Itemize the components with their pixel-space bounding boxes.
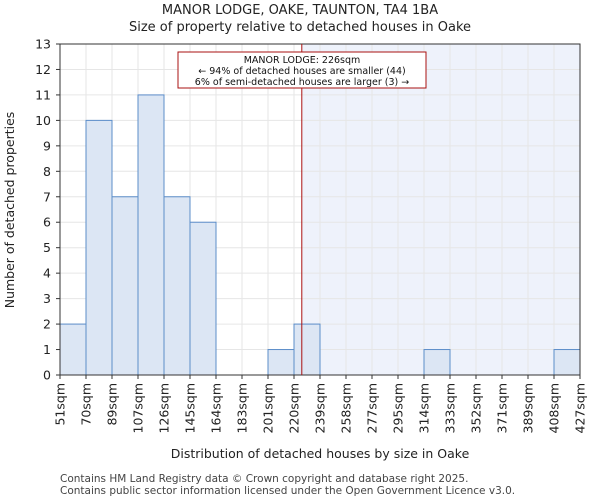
x-tick-label: 145sqm	[183, 383, 198, 433]
x-tick-label: 314sqm	[417, 383, 432, 433]
y-tick-label: 4	[43, 266, 51, 281]
x-tick-label: 352sqm	[469, 383, 484, 433]
chart-title: MANOR LODGE, OAKE, TAUNTON, TA4 1BA	[161, 3, 439, 18]
x-tick-label: 277sqm	[365, 383, 380, 433]
annotation-line: MANOR LODGE: 226sqm	[244, 55, 361, 66]
y-tick-label: 5	[43, 240, 51, 255]
x-tick-label: 126sqm	[157, 383, 172, 433]
histogram-bar	[189, 221, 217, 376]
y-tick-label: 3	[43, 291, 51, 306]
y-tick-label: 8	[43, 164, 51, 179]
histogram-bar	[163, 196, 191, 376]
histogram-bar	[85, 119, 113, 376]
x-tick-label: 239sqm	[313, 383, 328, 433]
y-tick-label: 1	[43, 342, 51, 357]
x-tick-label: 389sqm	[521, 383, 536, 433]
x-tick-label: 408sqm	[547, 383, 562, 433]
x-tick-label: 220sqm	[287, 383, 302, 433]
y-tick-label: 7	[43, 189, 51, 204]
x-tick-label: 89sqm	[105, 383, 120, 426]
larger-region-highlight	[301, 44, 580, 375]
x-tick-label: 371sqm	[495, 383, 510, 433]
x-tick-label: 258sqm	[339, 383, 354, 433]
footer-licence: Contains public sector information licen…	[60, 485, 516, 497]
y-tick-label: 0	[43, 368, 51, 383]
annotation-line: 6% of semi-detached houses are larger (3…	[195, 77, 409, 88]
y-tick-label: 13	[35, 37, 51, 52]
annotation-box	[177, 51, 427, 89]
x-tick-label: 164sqm	[209, 383, 224, 433]
x-tick-label: 333sqm	[443, 383, 458, 433]
x-tick-label: 183sqm	[235, 383, 250, 433]
histogram-bar	[111, 196, 139, 376]
x-tick-label: 70sqm	[79, 383, 94, 426]
x-axis-label: Distribution of detached houses by size …	[171, 446, 470, 461]
x-tick-label: 295sqm	[391, 383, 406, 433]
y-tick-label: 11	[35, 87, 51, 102]
annotation-line: ← 94% of detached houses are smaller (44…	[198, 66, 405, 77]
histogram-bar	[553, 349, 581, 376]
x-tick-label: 201sqm	[261, 383, 276, 433]
y-tick-label: 9	[43, 138, 51, 153]
x-tick-label: 107sqm	[131, 383, 146, 433]
chart-subtitle: Size of property relative to detached ho…	[128, 20, 472, 35]
y-tick-label: 12	[35, 62, 51, 77]
y-tick-label: 10	[35, 113, 51, 128]
y-axis-label: Number of detached properties	[2, 112, 17, 309]
histogram-bar	[423, 349, 451, 376]
y-tick-label: 2	[43, 317, 51, 332]
y-tick-label: 6	[43, 215, 51, 230]
histogram-bar	[137, 94, 165, 376]
footer-copyright: Contains HM Land Registry data © Crown c…	[60, 473, 469, 485]
histogram-bar	[293, 323, 321, 376]
histogram-bar	[267, 349, 295, 376]
x-tick-label: 427sqm	[573, 383, 588, 433]
histogram-bar	[59, 323, 87, 376]
x-tick-label: 51sqm	[53, 383, 68, 426]
